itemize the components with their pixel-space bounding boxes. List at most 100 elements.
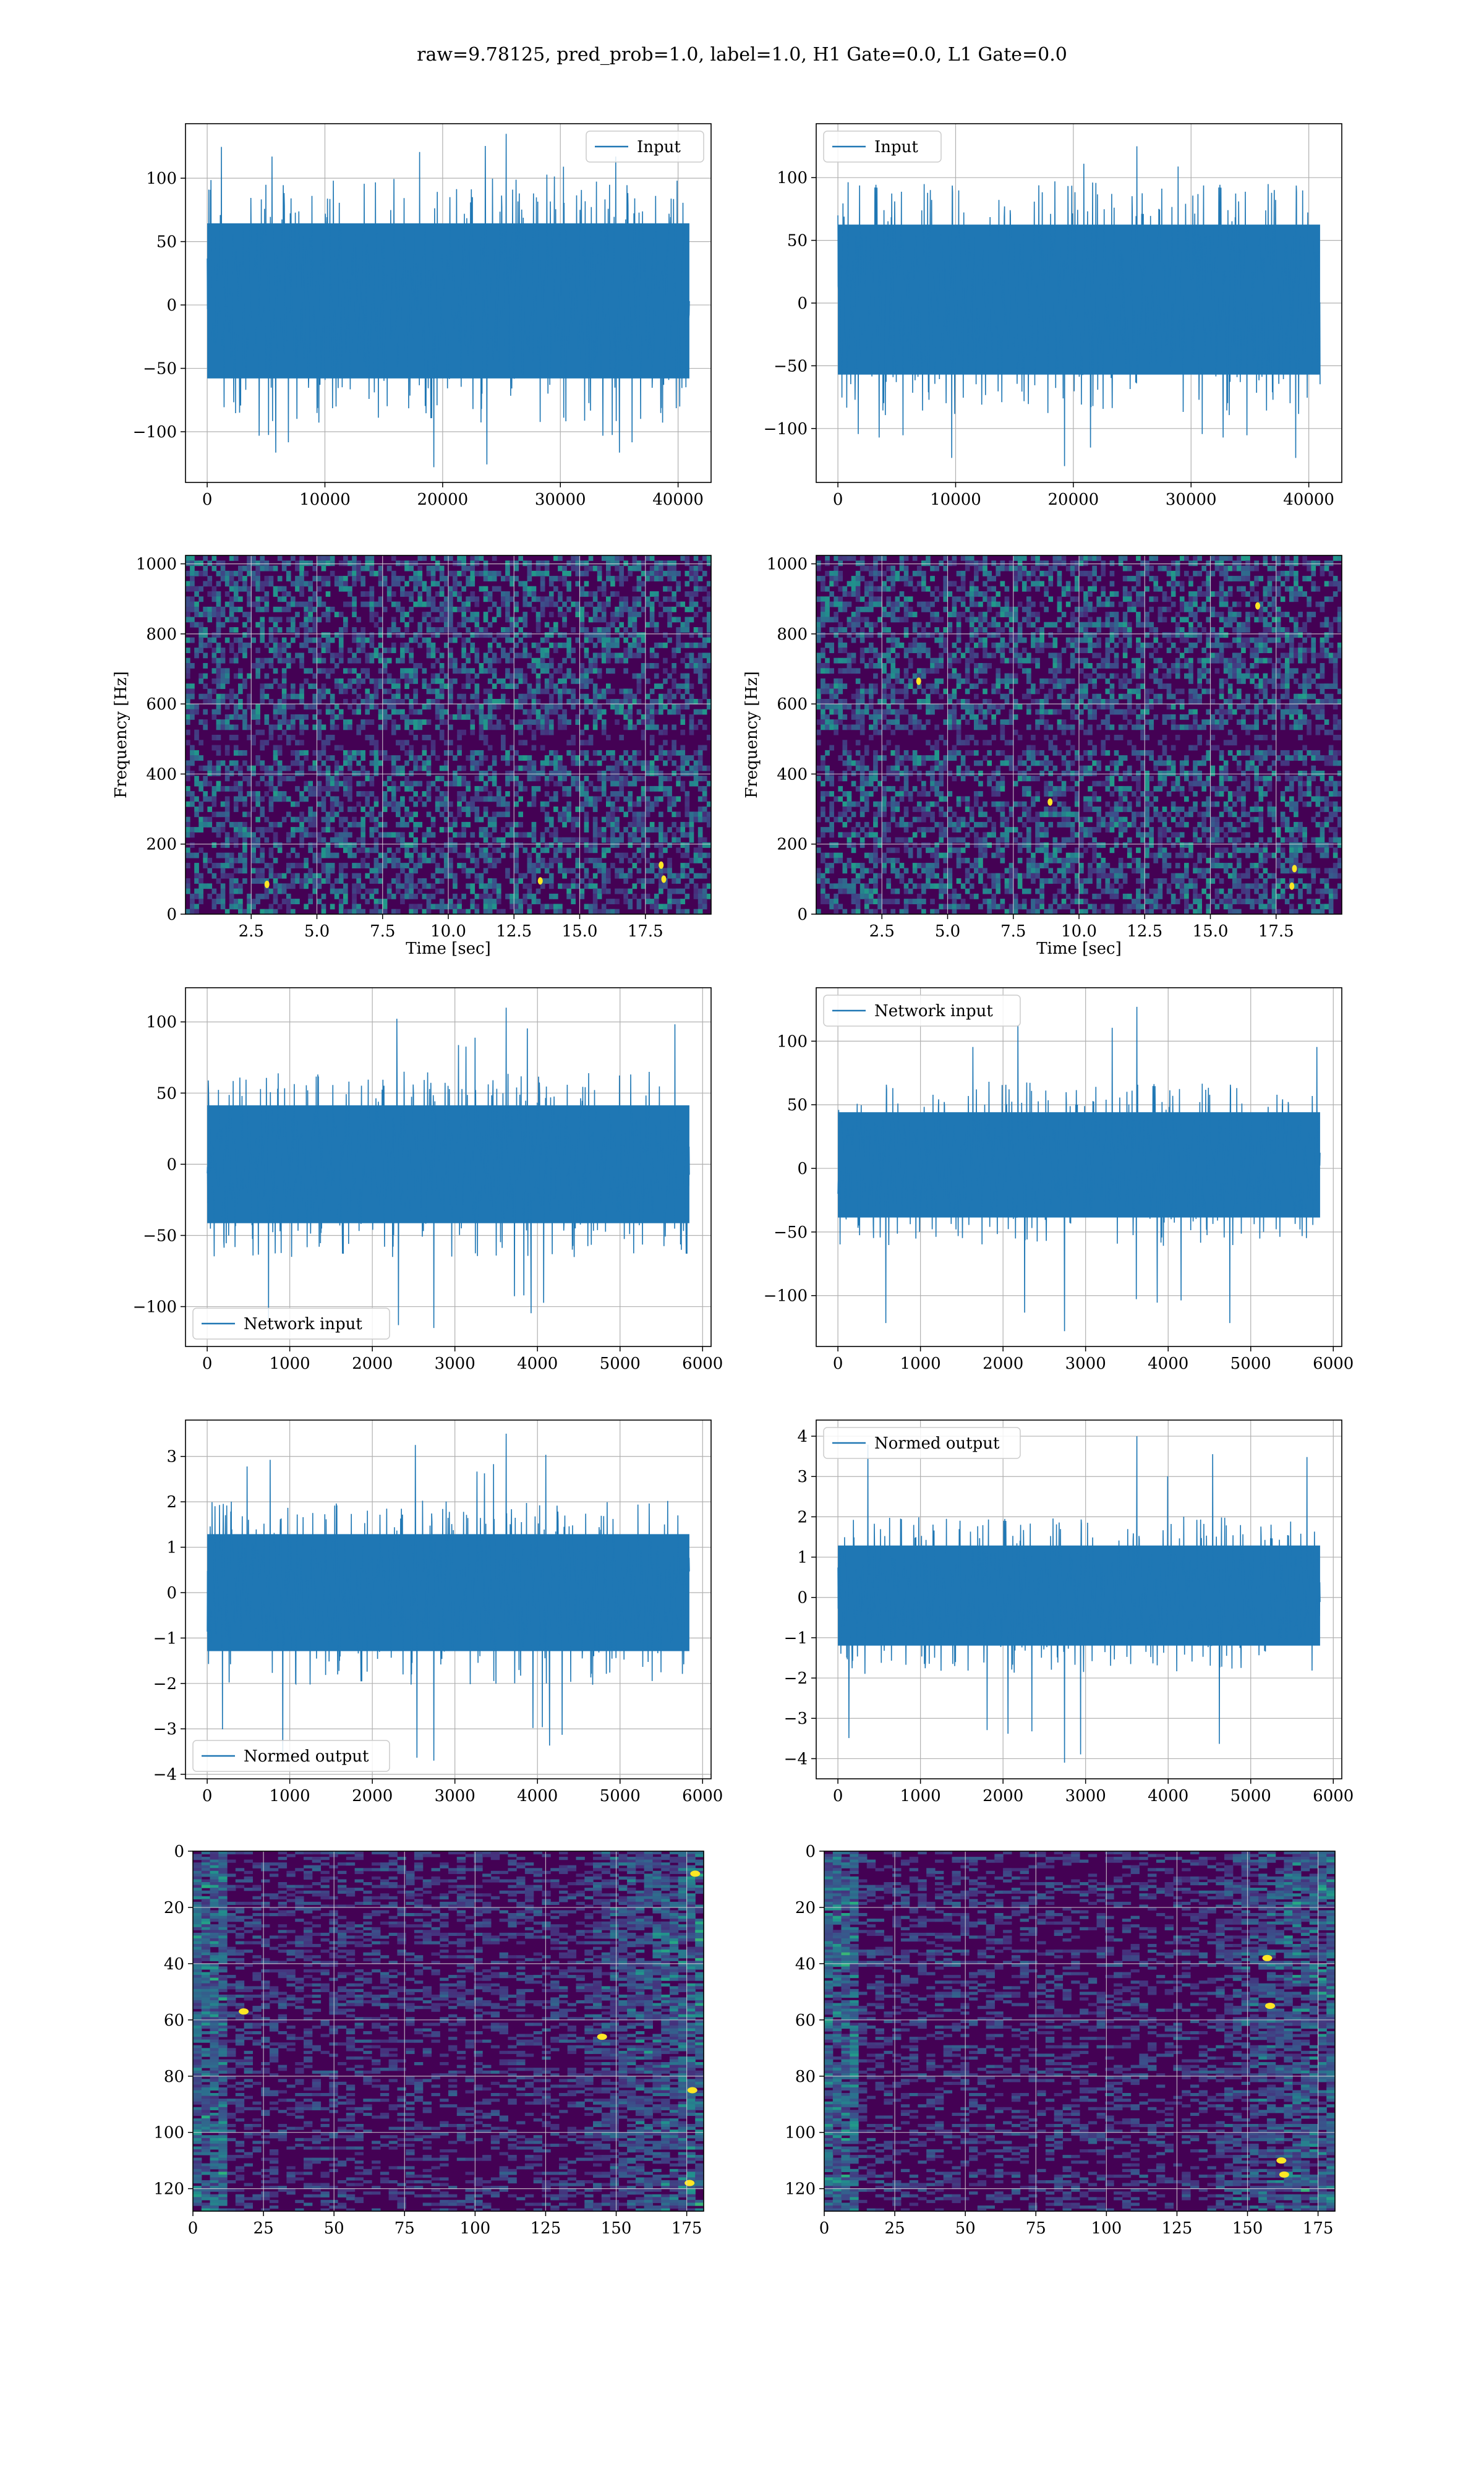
heatmap-cell — [391, 704, 396, 710]
heatmap-cell — [601, 878, 607, 884]
heatmap-cell — [1271, 617, 1277, 623]
heatmap-cell — [610, 688, 615, 695]
heatmap-cell — [277, 776, 283, 782]
heatmap-cell — [566, 740, 571, 746]
heatmap-cell — [1009, 612, 1014, 617]
heatmap-cell — [190, 565, 195, 571]
heatmap-cell — [325, 847, 331, 854]
heatmap-cell — [527, 832, 532, 838]
heatmap-cell — [667, 612, 672, 617]
heatmap-cell — [1267, 581, 1273, 587]
heatmap-cell — [487, 863, 493, 868]
heatmap-cell — [540, 668, 545, 674]
heatmap-cell — [623, 781, 628, 787]
heatmap-cell — [338, 781, 344, 787]
heatmap-cell — [531, 776, 537, 782]
heatmap-cell — [544, 637, 550, 643]
heatmap-cell — [816, 596, 821, 602]
heatmap-cell — [636, 601, 642, 607]
heatmap-cell — [396, 832, 401, 838]
heatmap-cell — [317, 596, 322, 602]
heatmap-cell — [1289, 570, 1294, 576]
heatmap-cell — [483, 714, 488, 720]
heatmap-cell — [505, 576, 510, 581]
heatmap-cell — [422, 847, 427, 854]
heatmap-cell — [273, 796, 278, 802]
heatmap-cell — [295, 785, 300, 792]
heatmap-cell — [386, 688, 392, 695]
heatmap-cell — [453, 657, 458, 664]
heatmap-cell — [855, 612, 861, 617]
heatmap-cell — [343, 827, 348, 833]
heatmap-cell — [338, 653, 344, 659]
heatmap-cell — [584, 868, 589, 874]
heatmap-cell — [487, 883, 493, 889]
heatmap-cell — [453, 909, 458, 915]
heatmap-cell — [413, 909, 418, 915]
heatmap-cell — [443, 606, 449, 612]
heatmap-cell — [216, 724, 221, 730]
heatmap-cell — [352, 606, 357, 612]
heatmap-cell — [548, 704, 554, 710]
heatmap-cell — [1171, 586, 1176, 592]
heatmap-cell — [636, 683, 642, 689]
heatmap-cell — [330, 827, 335, 833]
heatmap-hot-spot — [537, 877, 543, 885]
heatmap-cell — [702, 653, 707, 659]
heatmap-cell — [378, 714, 383, 720]
heatmap-cell — [1109, 612, 1115, 617]
heatmap-cell — [317, 693, 322, 700]
heatmap-cell — [1223, 591, 1229, 597]
heatmap-cell — [439, 827, 445, 833]
heatmap-cell — [903, 555, 909, 561]
heatmap-cell — [409, 883, 414, 889]
heatmap-cell — [338, 612, 344, 617]
heatmap-cell — [190, 760, 195, 766]
heatmap-cell — [229, 601, 234, 607]
heatmap-cell — [483, 883, 488, 889]
heatmap-cell — [606, 909, 611, 915]
heatmap-cell — [1026, 622, 1031, 628]
heatmap-cell — [264, 863, 270, 868]
heatmap-cell — [667, 688, 672, 695]
heatmap-cell — [255, 893, 260, 899]
heatmap-cell — [610, 827, 615, 833]
heatmap-cell — [360, 832, 365, 838]
heatmap-cell — [540, 606, 545, 612]
heatmap-cell — [216, 612, 221, 617]
heatmap-cell — [386, 847, 392, 854]
heatmap-cell — [632, 555, 638, 561]
heatmap-cell — [501, 745, 506, 751]
heatmap-cell — [417, 581, 423, 587]
heatmap-cell — [1324, 565, 1329, 571]
heatmap-cell — [479, 719, 484, 725]
heatmap-cell — [260, 868, 265, 874]
heatmap-cell — [641, 606, 646, 612]
heatmap-cell — [1311, 570, 1316, 576]
heatmap-cell — [592, 899, 598, 904]
heatmap-cell — [453, 591, 458, 597]
heatmap-cell — [676, 765, 681, 771]
heatmap-cell — [356, 678, 361, 684]
heatmap-cell — [343, 847, 348, 854]
heatmap-cell — [706, 765, 712, 771]
heatmap-cell — [584, 612, 589, 617]
heatmap-cell — [566, 883, 571, 889]
heatmap-cell — [558, 688, 563, 695]
heatmap-cell — [680, 693, 686, 700]
heatmap-cell — [623, 750, 628, 756]
heatmap-cell — [233, 724, 239, 730]
heatmap-cell — [1193, 627, 1198, 633]
heatmap-cell — [628, 606, 633, 612]
heatmap-cell — [1302, 576, 1307, 581]
heatmap-cell — [483, 857, 488, 863]
heatmap-cell — [396, 878, 401, 884]
heatmap-cell — [233, 807, 239, 812]
heatmap-cell — [641, 668, 646, 674]
heatmap-cell — [413, 811, 418, 818]
heatmap-cell — [242, 648, 247, 653]
heatmap-cell — [216, 596, 221, 602]
heatmap-cell — [615, 827, 620, 833]
heatmap-cell — [588, 796, 594, 802]
heatmap-cell — [584, 776, 589, 782]
